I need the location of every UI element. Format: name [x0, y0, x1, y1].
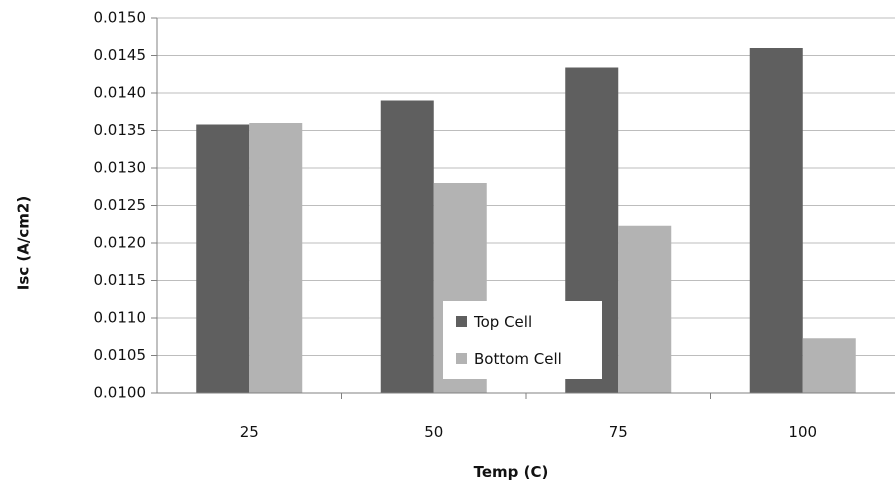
- y-tick-label: 0.0135: [94, 121, 147, 139]
- x-tick-label: 25: [240, 423, 259, 441]
- legend-label-top-cell: Top Cell: [473, 313, 532, 331]
- legend-swatch-top-cell: [456, 316, 467, 327]
- y-axis-title: Isc (A/cm2): [15, 196, 33, 290]
- bar-top-cell: [380, 100, 434, 393]
- y-tick-label: 0.0130: [94, 159, 147, 177]
- y-tick-label: 0.0110: [94, 309, 147, 327]
- x-tick-label: 100: [788, 423, 817, 441]
- bar-bottom-cell: [802, 338, 856, 393]
- x-axis-title: Temp (C): [474, 463, 549, 481]
- x-tick-label: 75: [609, 423, 628, 441]
- x-tick-label: 50: [424, 423, 443, 441]
- legend: Top Cell Bottom Cell: [443, 301, 602, 379]
- y-tick-label: 0.0105: [94, 346, 147, 364]
- legend-box: [443, 301, 602, 379]
- y-tick-label: 0.0145: [94, 46, 147, 64]
- y-tick-label: 0.0125: [94, 196, 147, 214]
- bar-bottom-cell: [249, 123, 303, 393]
- bar-top-cell: [196, 124, 250, 393]
- y-tick-label: 0.0100: [94, 384, 147, 402]
- axes: [151, 17, 895, 399]
- bar-bottom-cell: [618, 225, 672, 393]
- x-tick-labels: 25 50 75 100: [240, 423, 817, 441]
- legend-swatch-bottom-cell: [456, 353, 467, 364]
- y-tick-label: 0.0120: [94, 234, 147, 252]
- y-tick-label: 0.0150: [94, 9, 147, 27]
- y-tick-label: 0.0140: [94, 84, 147, 102]
- bar-top-cell: [749, 48, 803, 393]
- y-tick-labels: 0.0100 0.0105 0.0110 0.0115 0.0120 0.0125 0.01…: [94, 9, 147, 402]
- legend-label-bottom-cell: Bottom Cell: [474, 350, 562, 368]
- y-tick-label: 0.0115: [94, 271, 147, 289]
